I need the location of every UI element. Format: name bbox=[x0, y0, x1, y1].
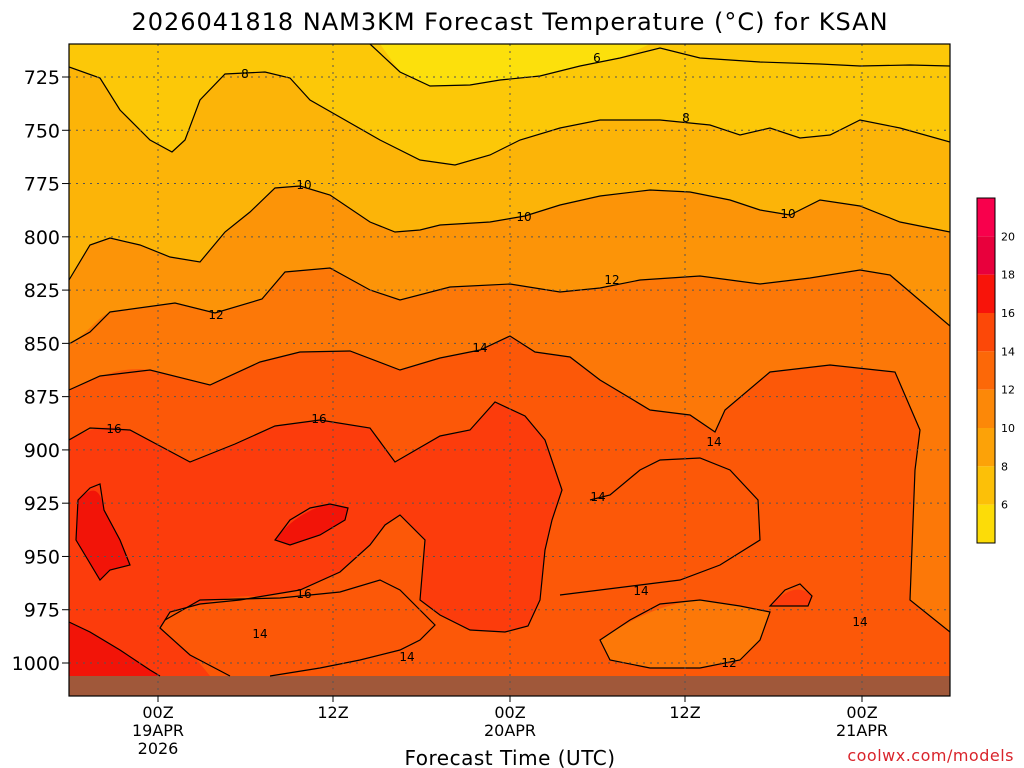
y-tick-label: 975 bbox=[24, 600, 60, 622]
y-tick-label: 925 bbox=[24, 493, 60, 515]
contour-label-10: 10 bbox=[516, 210, 531, 224]
x-tick-time: 12Z bbox=[317, 703, 348, 722]
y-tick-label: 1000 bbox=[12, 653, 60, 675]
colorbar-segment bbox=[977, 351, 995, 390]
colorbar-segment bbox=[977, 428, 995, 467]
contour-label-14: 14 bbox=[706, 435, 721, 449]
contour-label-10: 10 bbox=[780, 207, 795, 221]
x-tick-date: 20APR bbox=[484, 721, 536, 740]
x-tick-year: 2026 bbox=[138, 739, 179, 758]
contour-label-16: 16 bbox=[296, 587, 311, 601]
y-tick-label: 850 bbox=[24, 333, 60, 355]
colorbar-segment bbox=[977, 313, 995, 352]
contour-label-14: 14 bbox=[852, 615, 867, 629]
y-tick-label: 750 bbox=[24, 120, 60, 142]
contour-labels: 6 8 8 10 10 10 12 12 12 14 14 14 14 14 14 14 16 16 16 bbox=[106, 51, 867, 670]
credit-text: coolwx.com/models bbox=[847, 746, 1014, 765]
contour-line-16 bbox=[69, 401, 563, 677]
y-tick-label: 725 bbox=[24, 67, 60, 89]
x-tick-time: 00Z bbox=[494, 703, 525, 722]
colorbar-border bbox=[976, 197, 996, 544]
colorbar-label: 14 bbox=[1001, 345, 1015, 358]
colorbar-segment bbox=[977, 274, 995, 313]
band-8-10-upper bbox=[69, 44, 950, 165]
ground-surface bbox=[69, 676, 950, 696]
band-18-20-island-b bbox=[275, 504, 348, 545]
contour-line-12b bbox=[599, 599, 771, 669]
contour-label-14: 14 bbox=[590, 490, 605, 504]
x-tick-time: 00Z bbox=[846, 703, 877, 722]
contour-line-8 bbox=[69, 66, 950, 166]
colorbar-label: 6 bbox=[1001, 499, 1008, 512]
y-tick-label: 800 bbox=[24, 227, 60, 249]
contour-label-16: 16 bbox=[106, 422, 121, 436]
contour-line-14c bbox=[559, 457, 761, 596]
x-axis-label: Forecast Time (UTC) bbox=[404, 746, 615, 768]
colorbar-label: 18 bbox=[1001, 269, 1015, 282]
contour-label-8: 8 bbox=[241, 67, 249, 81]
contour-label-14: 14 bbox=[633, 584, 648, 598]
colorbar-label: 20 bbox=[1001, 230, 1015, 243]
contour-label-6: 6 bbox=[593, 51, 601, 65]
y-tick-label: 900 bbox=[24, 440, 60, 462]
colorbar-segment bbox=[977, 236, 995, 275]
contour-line-10 bbox=[69, 185, 950, 281]
band-16-18-island bbox=[770, 589, 812, 606]
band-14-16-island bbox=[165, 580, 435, 676]
colorbar-label: 8 bbox=[1001, 460, 1008, 473]
contour-label-14: 14 bbox=[472, 341, 487, 355]
contour-label-8: 8 bbox=[682, 111, 690, 125]
colorbar-segment bbox=[977, 389, 995, 428]
colorbar-segment bbox=[977, 198, 995, 237]
contour-line-14 bbox=[69, 335, 950, 633]
colorbar-label: 16 bbox=[1001, 307, 1015, 320]
x-tick-date: 19APR bbox=[132, 721, 184, 740]
contour-line-18c bbox=[69, 621, 161, 677]
x-tick-time: 12Z bbox=[669, 703, 700, 722]
colorbar: 20 18 16 14 12 10 8 6 bbox=[976, 197, 1015, 544]
x-tick-time: 00Z bbox=[142, 703, 173, 722]
contour-line-12 bbox=[69, 267, 950, 345]
colorbar-segment bbox=[977, 504, 995, 543]
band-18-20-island-a bbox=[76, 490, 130, 580]
band-16-18 bbox=[69, 402, 562, 676]
band-5-6 bbox=[380, 44, 650, 86]
contour-line-18b bbox=[274, 503, 349, 546]
y-tick-label: 950 bbox=[24, 546, 60, 568]
contour-line-14d bbox=[768, 583, 813, 607]
colorbar-segment bbox=[977, 466, 995, 505]
colorbar-label: 10 bbox=[1001, 422, 1015, 435]
y-tick-label: 875 bbox=[24, 387, 60, 409]
contour-lines bbox=[69, 44, 950, 677]
y-tick-label: 825 bbox=[24, 280, 60, 302]
x-tick-date: 21APR bbox=[836, 721, 888, 740]
contour-field bbox=[69, 44, 950, 696]
contour-label-16: 16 bbox=[311, 412, 326, 426]
contour-line-6 bbox=[369, 44, 950, 87]
colorbar-label: 12 bbox=[1001, 384, 1015, 397]
contour-label-14: 14 bbox=[252, 627, 267, 641]
contour-label-14: 14 bbox=[399, 650, 414, 664]
y-tick-label: 775 bbox=[24, 174, 60, 196]
contour-label-12: 12 bbox=[604, 273, 619, 287]
chart-title: 2026041818 NAM3KM Forecast Temperature (… bbox=[131, 8, 888, 36]
contour-label-10: 10 bbox=[296, 178, 311, 192]
y-axis: 725 750 775 800 825 850 875 900 925 950 975 1000 bbox=[12, 67, 69, 675]
contour-label-12: 12 bbox=[721, 656, 736, 670]
contour-label-12: 12 bbox=[208, 308, 223, 322]
contour-line-18a bbox=[75, 483, 131, 581]
